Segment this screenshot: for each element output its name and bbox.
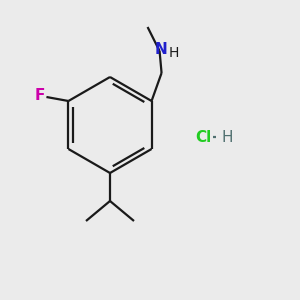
Text: H: H <box>221 130 233 145</box>
Text: Cl: Cl <box>195 130 211 145</box>
Text: F: F <box>34 88 45 104</box>
Text: H: H <box>168 46 179 60</box>
Text: N: N <box>154 41 167 56</box>
